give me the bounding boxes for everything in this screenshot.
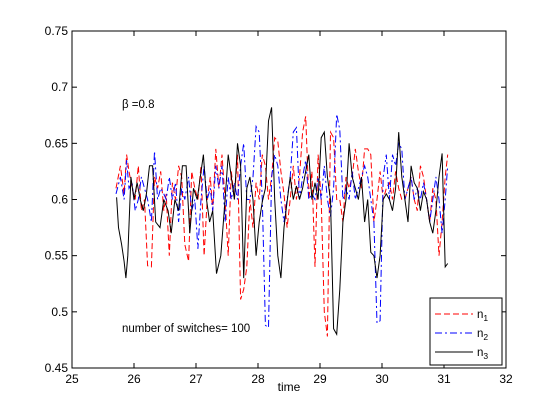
x-tick-label: 28 <box>251 372 265 386</box>
x-tick-label: 25 <box>65 372 79 386</box>
legend-label-n1: n1 <box>477 309 488 323</box>
x-tick-label: 27 <box>189 372 203 386</box>
y-tick-label: 0.7 <box>51 80 68 94</box>
y-tick-label: 0.45 <box>45 361 69 375</box>
x-tick-label: 32 <box>499 372 513 386</box>
x-tick-label: 26 <box>127 372 141 386</box>
beta-annotation: β =0.8 <box>122 99 155 111</box>
series-layer <box>115 107 449 337</box>
legend-label-n2: n2 <box>477 328 488 342</box>
x-tick-label: 30 <box>375 372 389 386</box>
x-axis-label: time <box>278 380 301 394</box>
series-line-n3 <box>116 107 449 337</box>
legend: n1 n2 n3 <box>429 297 503 366</box>
axis-layer: 25 26 27 28 29 30 31 32 0.45 0.5 0.55 0.6 0.65 0.7 0.7… <box>45 24 513 386</box>
switches-annotation: number of switches= 100 <box>122 323 250 335</box>
legend-box <box>429 297 503 366</box>
x-tick-label: 29 <box>313 372 327 386</box>
legend-label-n3: n3 <box>477 347 488 361</box>
y-tick-label: 0.5 <box>51 305 68 319</box>
y-tick-label: 0.55 <box>45 249 69 263</box>
x-tick-label: 31 <box>437 372 451 386</box>
y-tick-label: 0.65 <box>45 136 69 150</box>
y-tick-label: 0.6 <box>51 193 68 207</box>
series-line-n2 <box>115 114 449 329</box>
y-tick-label: 0.75 <box>45 24 69 38</box>
